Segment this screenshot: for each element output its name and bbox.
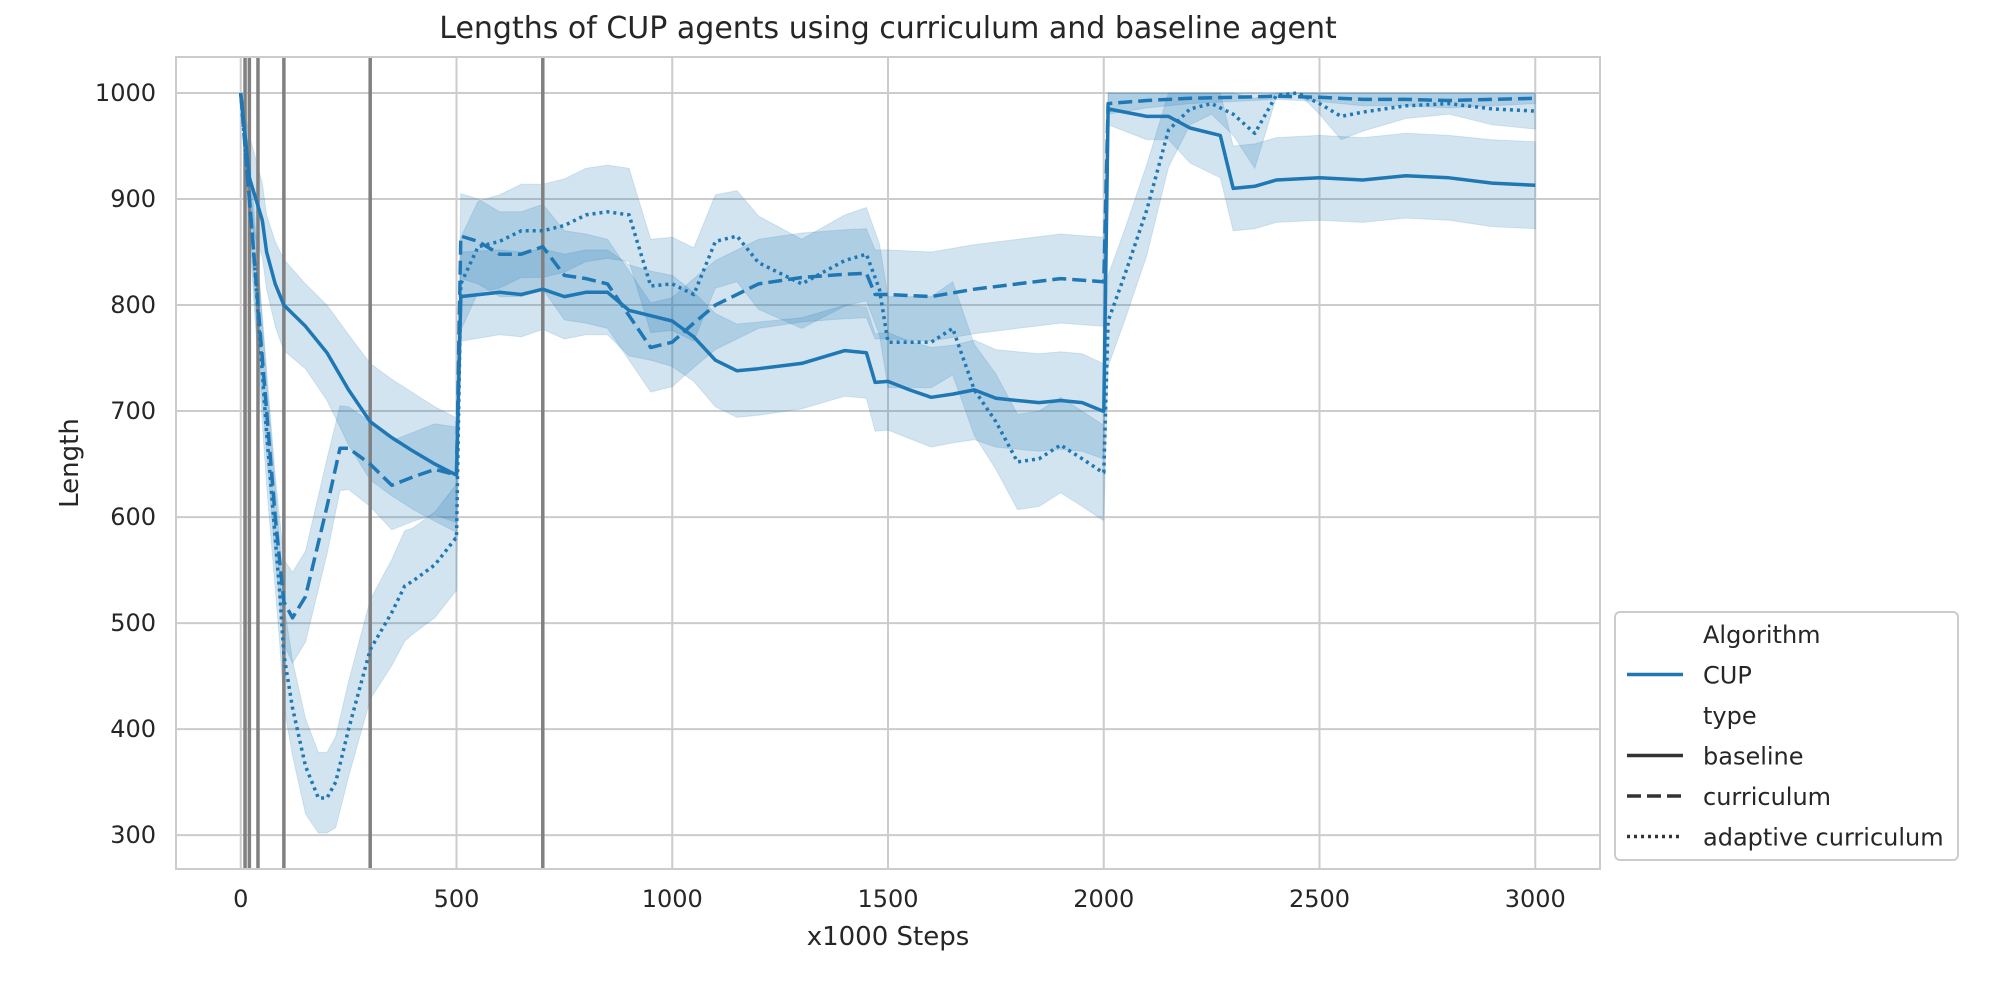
grid-lines <box>176 57 1600 869</box>
band-adaptive-curriculum <box>240 92 1536 834</box>
series-baseline <box>238 92 1536 477</box>
x-tick-label: 500 <box>434 885 480 913</box>
y-tick-label: 1000 <box>95 79 156 107</box>
y-tick-label: 900 <box>110 185 156 213</box>
series-lines <box>238 91 1536 800</box>
x-tick-label: 3000 <box>1505 885 1566 913</box>
y-tick-label: 700 <box>110 397 156 425</box>
x-tick-label: 1000 <box>642 885 703 913</box>
legend-label: type <box>1703 702 1757 730</box>
legend: Algorithm CUP type baseline curriculum adapti… <box>1614 611 1959 861</box>
legend-label: baseline <box>1703 743 1804 771</box>
y-axis-label: Length <box>55 418 85 508</box>
legend-label: CUP <box>1703 662 1752 690</box>
y-tick-label: 600 <box>110 503 156 531</box>
legend-label: adaptive curriculum <box>1703 824 1944 852</box>
y-tick-label: 400 <box>110 715 156 743</box>
series-curriculum <box>238 92 1536 620</box>
y-tick-label: 800 <box>110 291 156 319</box>
x-tick-label: 1500 <box>857 885 918 913</box>
x-tick-labels: 0 500 1000 1500 2000 2500 3000 <box>233 885 1566 913</box>
x-tick-label: 0 <box>233 885 248 913</box>
y-tick-label: 500 <box>110 609 156 637</box>
y-tick-label: 300 <box>110 821 156 849</box>
band-curriculum <box>240 92 1536 665</box>
x-tick-label: 2500 <box>1289 885 1350 913</box>
legend-frame <box>1614 611 1959 861</box>
plot-frame <box>175 56 1601 870</box>
x-tick-label: 2000 <box>1073 885 1134 913</box>
chart-title: Lengths of CUP agents using curriculum a… <box>439 11 1337 46</box>
series-adaptive-curriculum <box>238 91 1536 800</box>
legend-label: Algorithm <box>1703 621 1821 649</box>
legend-label: curriculum <box>1703 783 1831 811</box>
x-axis-label: x1000 Steps <box>807 922 970 952</box>
y-tick-labels: 300 400 500 600 700 800 900 1000 <box>95 79 156 849</box>
